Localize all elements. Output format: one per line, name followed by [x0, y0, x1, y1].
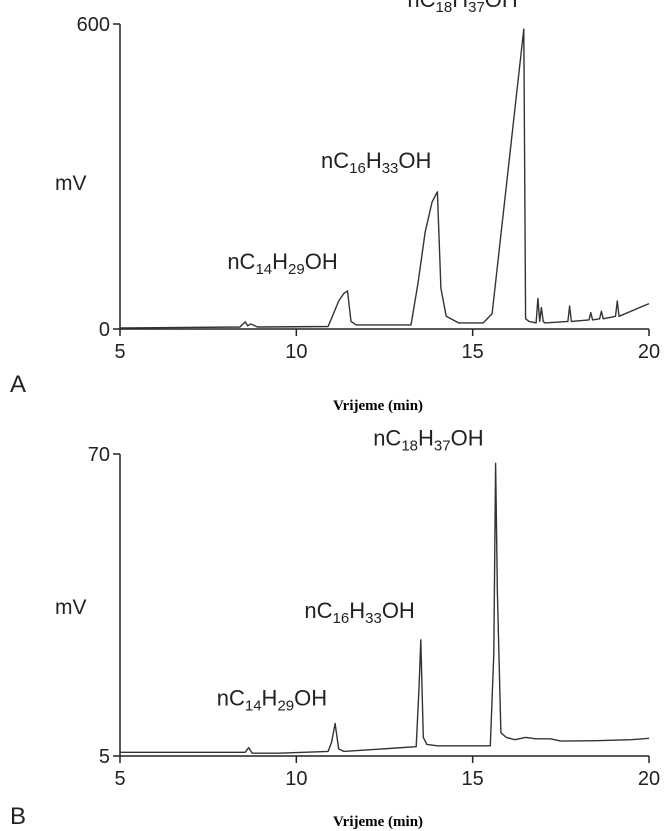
axis-ticks-a: 5 10 15 20 0 600 [77, 14, 661, 363]
x-axis-label-a: Vrijeme (min) [333, 398, 423, 414]
peak-labels-a: nC14H29OH nC16H33OH nC18H37OH [227, 0, 517, 278]
peak-label: nC14H29OH [217, 685, 327, 714]
y-axis-label-a: mV [55, 172, 87, 195]
x-tick-label: 20 [638, 341, 660, 363]
peak-label: nC18H37OH [373, 425, 483, 454]
peak-label: nC14H29OH [227, 249, 337, 278]
x-tick-label: 10 [285, 341, 307, 363]
axis-ticks-b: 5 10 15 20 5 70 [88, 444, 660, 790]
peak-labels-b: nC14H29OH nC16H33OH nC18H37OH [217, 425, 484, 714]
x-tick-label: 5 [114, 341, 125, 363]
x-tick-label: 15 [462, 768, 484, 790]
y-axis-label-b: mV [55, 596, 87, 619]
y-tick-label: 70 [88, 444, 110, 466]
series-line-b [120, 462, 650, 754]
x-tick-label: 10 [285, 768, 307, 790]
panel-label-b: B [10, 803, 26, 830]
y-tick-label: 600 [77, 14, 110, 36]
peak-label: nC16H33OH [321, 148, 431, 177]
x-axis-label-b: Vrijeme (min) [333, 814, 423, 830]
peak-label: nC18H37OH [407, 0, 517, 16]
chart-panel-b: 5 10 15 20 5 70 nC14H29OH nC16H33OH nC18H37OH m… [10, 425, 660, 830]
x-tick-label: 15 [462, 341, 484, 363]
series-line-a [119, 28, 650, 329]
x-tick-label: 5 [114, 768, 125, 790]
panel-label-a: A [10, 371, 26, 398]
x-tick-label: 20 [638, 768, 660, 790]
y-tick-label: 5 [99, 746, 110, 768]
peak-label: nC16H33OH [304, 598, 414, 627]
y-tick-label: 0 [99, 319, 110, 341]
